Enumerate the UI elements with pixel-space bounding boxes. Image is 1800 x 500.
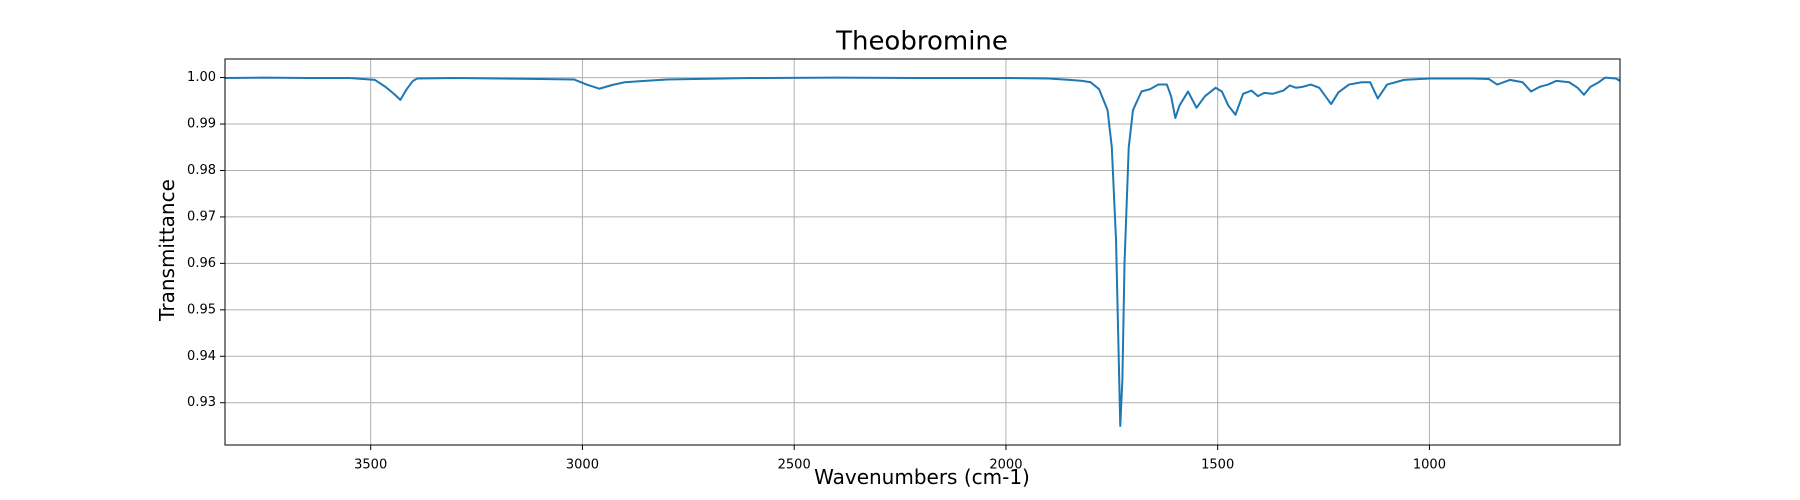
x-axis-label: Wavenumbers (cm-1): [814, 465, 1030, 489]
y-tick-label: 0.94: [187, 349, 216, 364]
x-tick-label: 2500: [778, 458, 811, 473]
y-tick-label: 0.98: [187, 163, 216, 178]
x-tick-label: 1500: [1201, 458, 1234, 473]
x-tick-label: 3500: [354, 458, 387, 473]
x-tick-label: 3000: [566, 458, 599, 473]
y-tick-label: 0.99: [187, 117, 216, 132]
spectrum-line: [224, 76, 1621, 427]
plot-frame: [224, 58, 1621, 446]
y-tick-label: 0.95: [187, 302, 216, 317]
y-tick-label: 0.93: [187, 395, 216, 410]
y-tick-label: 0.97: [187, 209, 216, 224]
x-tick-label: 1000: [1413, 458, 1446, 473]
x-tick-label: 2000: [989, 458, 1022, 473]
y-axis-label: Transmittance: [155, 179, 179, 322]
y-tick-label: 1.00: [187, 70, 216, 85]
chart-title: Theobromine: [835, 27, 1008, 57]
y-tick-label: 0.96: [187, 256, 216, 271]
